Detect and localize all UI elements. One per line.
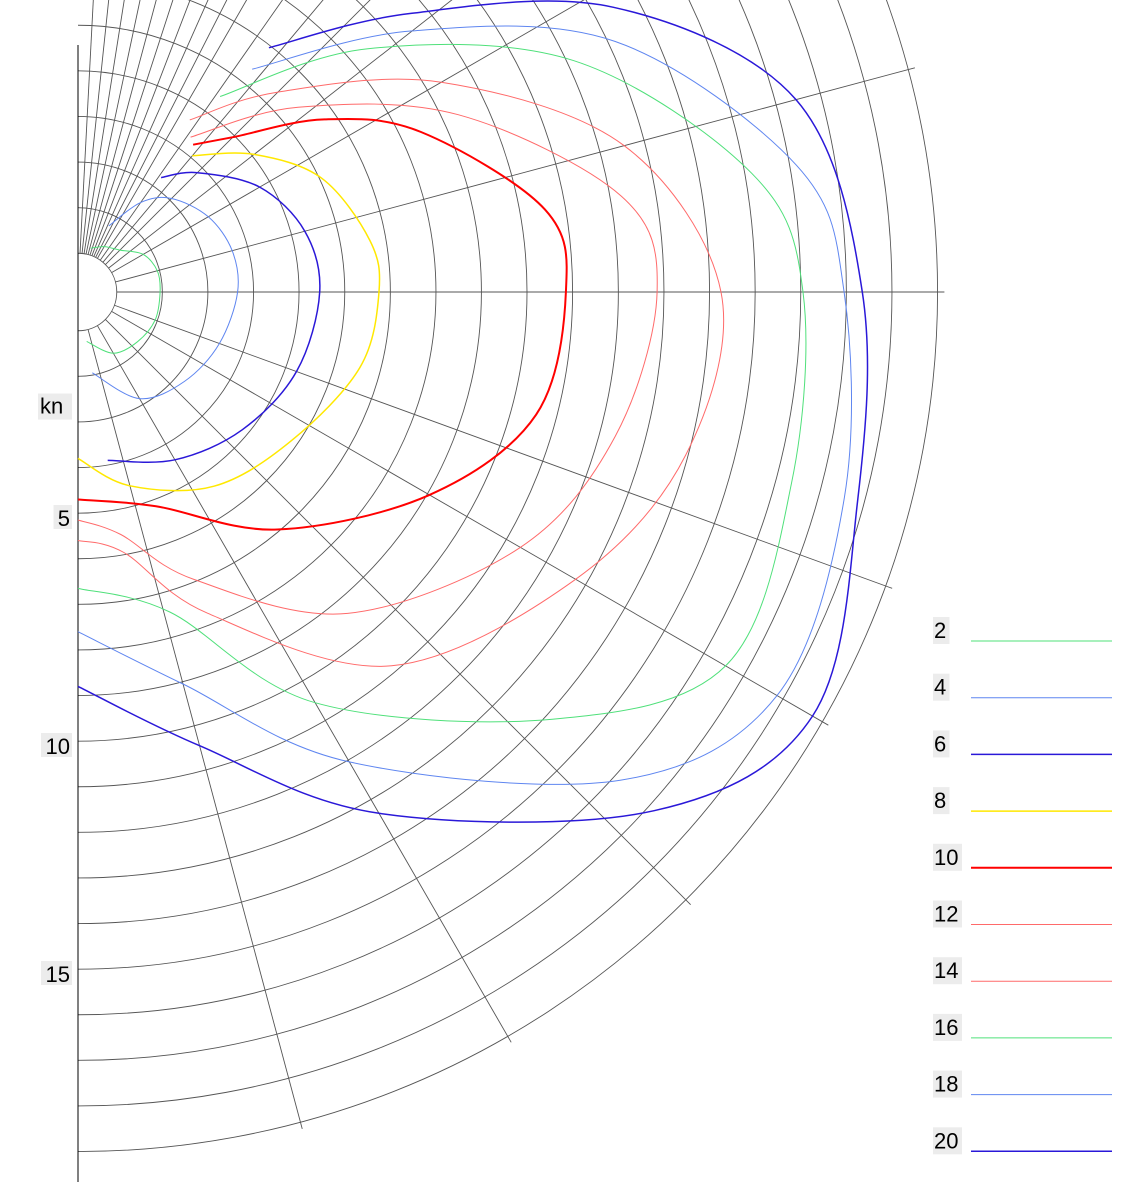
legend-label-bg (933, 1070, 962, 1098)
legend-label-2: 2 (934, 618, 946, 643)
legend-label-bg (933, 673, 950, 701)
polar-curves (77, 0, 869, 823)
angle-spoke (93, 0, 209, 257)
legend-label-16: 16 (934, 1015, 958, 1040)
legend-label-bg (933, 843, 962, 871)
polar-curve-2 (86, 246, 161, 354)
angle-spoke (96, 0, 248, 259)
radial-axis-labels: kn 5 10 15 (38, 393, 72, 987)
angle-spoke (85, 0, 141, 255)
polar-curve-18 (77, 25, 853, 785)
angle-spoke (83, 0, 125, 254)
radial-tick-label: 5 (58, 506, 70, 531)
legend-label-8: 8 (934, 788, 946, 813)
polar-curve-8 (77, 152, 381, 492)
angle-spoke (89, 0, 174, 256)
legend-label-bg (933, 617, 950, 644)
angle-spoke (99, 0, 284, 261)
legend-label-bg (933, 1013, 962, 1041)
angle-spoke (105, 0, 371, 265)
legend-label-18: 18 (934, 1072, 958, 1097)
polar-curve-4 (92, 196, 239, 400)
legend-label-bg (933, 787, 950, 815)
angle-spoke (96, 325, 512, 1043)
radial-tick-label: 10 (46, 734, 70, 759)
angle-spoke (87, 329, 303, 1129)
angle-spoke (115, 67, 915, 283)
legend-label-bg (933, 1127, 962, 1155)
tick-label-bg (41, 961, 72, 985)
radial-unit-label: kn (40, 394, 63, 419)
speed-ring (77, 0, 528, 742)
polar-curve-20 (77, 0, 869, 823)
legend-label-4: 4 (934, 675, 946, 700)
legend-label-14: 14 (934, 958, 958, 983)
legend-label-12: 12 (934, 902, 958, 927)
legend-label-bg (933, 957, 962, 985)
polar-grid (77, 0, 945, 1153)
angle-spoke (108, 0, 453, 269)
speed-ring (77, 252, 118, 332)
angle-spoke (105, 319, 691, 905)
speed-ring (77, 0, 756, 970)
angle-spoke (79, 0, 94, 254)
unit-label-bg (38, 393, 72, 420)
angle-spoke (87, 0, 157, 255)
angle-spoke (102, 0, 324, 263)
legend-label-6: 6 (934, 731, 946, 756)
polar-curve-16 (77, 43, 807, 723)
speed-ring (77, 0, 619, 833)
speed-ring (77, 0, 437, 651)
radial-tick-label: 15 (46, 962, 70, 987)
legend-label-20: 20 (934, 1128, 958, 1153)
angle-spoke (81, 0, 110, 254)
angle-spoke (111, 310, 829, 726)
tick-label-bg (41, 733, 72, 757)
angle-spoke (95, 0, 228, 258)
legend-label-bg (933, 730, 950, 758)
polar-curve-10 (77, 117, 568, 531)
legend: 2 4 6 8 10 12 14 16 18 20 (933, 617, 1112, 1155)
angle-spoke (111, 0, 585, 274)
legend-label-bg (933, 900, 962, 928)
polar-curve-14 (77, 78, 725, 667)
tick-label-bg (53, 505, 72, 529)
polar-curve-6 (107, 171, 321, 463)
legend-label-10: 10 (934, 845, 958, 870)
angle-spoke (91, 0, 191, 256)
angle-spoke (114, 304, 893, 589)
polar-curve-12 (77, 103, 658, 615)
speed-ring (77, 0, 802, 1016)
